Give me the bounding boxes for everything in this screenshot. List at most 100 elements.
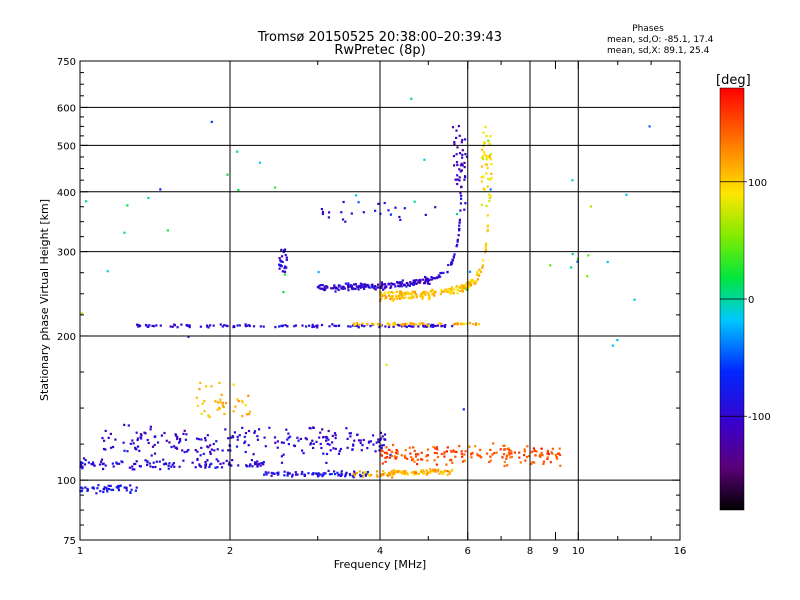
scatter-point [428,282,431,285]
scatter-point [478,268,481,271]
scatter-point [244,450,247,454]
scatter-point [389,453,392,456]
scatter-point [237,400,240,403]
scatter-point [339,474,342,478]
scatter-point [117,486,120,489]
scatter-point [456,178,459,181]
scatter-point [551,447,554,450]
scatter-point [438,472,441,475]
scatter-point [456,238,459,241]
scatter-point [367,285,370,288]
scatter-point [320,446,323,450]
scatter-point [356,324,359,327]
scatter-point [399,292,402,295]
scatter-point [421,322,424,325]
scatter-point [648,125,651,128]
scatter-point [182,459,185,462]
scatter-point [252,453,255,456]
scatter-point [366,283,369,286]
scatter-point [483,151,486,154]
scatter-point [324,472,327,475]
scatter-point [390,291,393,294]
scatter-point [337,324,340,327]
scatter-point [244,404,247,407]
scatter-point [473,282,476,285]
scatter-point [518,451,521,454]
scatter-point [199,454,202,457]
scatter-point [169,325,172,328]
scatter-point [477,323,481,326]
scatter-point [384,451,387,454]
scatter-point [533,449,536,452]
scatter-point [459,152,462,155]
scatter-point [456,163,459,167]
scatter-point [407,296,410,300]
scatter-point [409,297,412,300]
scatter-point [388,448,391,452]
scatter-point [353,324,356,327]
scatter-point [333,286,336,289]
scatter-point [508,449,511,452]
scatter-point [476,453,479,456]
scatter-point [267,471,270,474]
scatter-point [471,452,474,455]
scatter-point [350,285,353,288]
scatter-point [481,157,485,161]
scatter-point [322,472,325,475]
scatter-point [428,468,432,471]
scatter-point [172,462,175,465]
scatter-point [162,458,165,461]
scatter-point [273,436,277,439]
scatter-point [409,322,412,325]
scatter-point [329,449,332,452]
scatter-point [503,448,506,451]
scatter-point [122,441,125,444]
scatter-point [148,462,151,465]
scatter-point [366,471,369,474]
scatter-point [320,208,323,211]
scatter-point [285,256,288,259]
scatter-point [121,461,124,464]
scatter-point [146,463,149,467]
scatter-point [398,215,401,219]
scatter-point [480,180,483,183]
scatter-point [418,323,421,326]
scatter-point [377,283,380,286]
scatter-point [334,290,337,293]
scatter-point [341,287,344,290]
scatter-point [530,462,533,466]
scatter-point [461,164,464,167]
scatter-point [110,446,113,449]
scatter-point [264,471,267,474]
scatter-point [334,473,337,476]
scatter-point [489,459,492,462]
scatter-point [138,449,141,452]
scatter-point [461,290,464,293]
scatter-point [401,279,404,282]
scatter-point [344,473,347,476]
scatter-point [412,282,415,285]
scatter-point [499,448,502,451]
scatter-point [149,425,152,428]
scatter-point [513,451,516,454]
scatter-point [278,325,281,328]
scatter-point [402,472,405,475]
scatter-point [334,324,338,328]
scatter-point [244,323,247,326]
scatter-point [262,325,265,328]
scatter-point [252,325,256,328]
scatter-point [316,326,319,329]
scatter-point [283,267,286,270]
scatter-point [396,471,399,474]
scatter-point [140,434,143,437]
scatter-point [433,294,436,297]
scatter-point [314,472,317,475]
scatter-point [284,324,287,327]
scatter-point [79,461,82,464]
scatter-point [220,466,224,469]
scatter-point [280,248,283,251]
scatter-point [463,166,466,169]
scatter-point [326,442,329,445]
scatter-point [125,489,128,492]
